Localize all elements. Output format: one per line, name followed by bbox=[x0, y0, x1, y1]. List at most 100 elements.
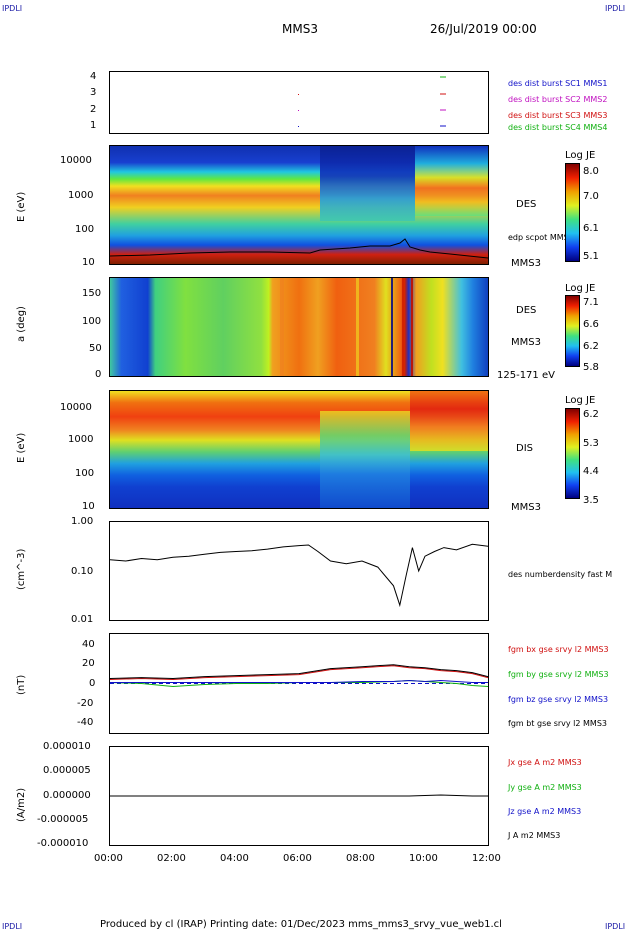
time-tick: 04:00 bbox=[220, 853, 249, 864]
burst-markers bbox=[298, 76, 446, 127]
density-ytick: 0.10 bbox=[71, 566, 94, 577]
time-tick: 00:00 bbox=[94, 853, 123, 864]
des-energy-species: DES bbox=[516, 199, 537, 210]
des-pitch-ytick: 100 bbox=[82, 316, 102, 327]
dis-energy-panel bbox=[109, 390, 489, 509]
des-pitch-species: DES bbox=[516, 305, 537, 316]
dis-energy-ytick: 100 bbox=[75, 468, 95, 479]
des-pitch-sc: MMS3 bbox=[511, 337, 541, 348]
dis-energy-cbar-tick: 6.2 bbox=[583, 409, 599, 420]
des-pitch-cbar-tick: 5.8 bbox=[583, 362, 599, 373]
des-energy-ylabel: E (eV) bbox=[16, 191, 27, 222]
des-energy-overlay-label: edp scpot MMS3 bbox=[508, 233, 574, 242]
current-legend-jz: Jz gse A m2 MMS3 bbox=[508, 807, 582, 816]
des-energy-high-region bbox=[415, 146, 488, 216]
date-title: 26/Jul/2019 00:00 bbox=[430, 22, 537, 36]
current-legend-jy: Jy gse A m2 MMS3 bbox=[508, 783, 582, 792]
time-tick: 02:00 bbox=[157, 853, 186, 864]
des-pitch-colorbar bbox=[565, 295, 580, 367]
des-energy-cbar-tick: 5.1 bbox=[583, 251, 599, 262]
current-legend-jx: Jx gse A m2 MMS3 bbox=[508, 758, 582, 767]
dis-energy-middle-region bbox=[320, 411, 410, 508]
bfield-legend-bx: fgm bx gse srvy l2 MMS3 bbox=[508, 645, 609, 654]
burst-ytick: 3 bbox=[90, 87, 97, 98]
burst-legend-sc3: des dist burst SC3 MMS3 bbox=[508, 111, 608, 120]
scpot-line bbox=[110, 238, 488, 259]
density-ytick: 1.00 bbox=[71, 516, 94, 527]
dis-energy-ylabel: E (eV) bbox=[16, 432, 27, 463]
bfield-series-line-0 bbox=[110, 665, 488, 681]
corner-mark-bottom-right: IPDLI bbox=[605, 922, 626, 931]
des-energy-cbar-tick: 7.0 bbox=[583, 191, 599, 202]
bfield-ytick: -40 bbox=[77, 717, 94, 728]
des-pitch-cbar-title: Log JE bbox=[565, 283, 596, 294]
des-energy-sc: MMS3 bbox=[511, 258, 541, 269]
des-energy-low-region bbox=[320, 146, 415, 221]
bfield-ytick: 0 bbox=[89, 678, 96, 689]
density-series-line bbox=[110, 543, 488, 608]
des-energy-ytick: 1000 bbox=[68, 190, 94, 201]
burst-ytick: 2 bbox=[90, 104, 97, 115]
current-ylabel: (A/m2) bbox=[16, 787, 27, 822]
corner-mark-top-left: IPDLI bbox=[2, 4, 23, 13]
des-energy-colorbar bbox=[565, 163, 580, 262]
des-pitch-spectrogram bbox=[110, 278, 488, 376]
des-pitch-cbar-tick: 6.2 bbox=[583, 341, 599, 352]
bfield-legend-by: fgm by gse srvy l2 MMS3 bbox=[508, 670, 609, 679]
current-panel bbox=[109, 746, 489, 846]
bfield-ytick: 40 bbox=[82, 639, 95, 650]
des-pitch-cbar-tick: 7.1 bbox=[583, 297, 599, 308]
dis-energy-high-region bbox=[410, 391, 488, 451]
bfield-ylabel: (nT) bbox=[16, 674, 27, 695]
current-series-line-0 bbox=[110, 794, 488, 797]
bfield-panel bbox=[109, 633, 489, 734]
dis-energy-species: DIS bbox=[516, 443, 533, 454]
bfield-plot bbox=[110, 664, 488, 688]
bfield-series-line-3 bbox=[110, 664, 488, 680]
current-legend-j: J A m2 MMS3 bbox=[508, 831, 561, 840]
dis-energy-cbar-tick: 3.5 bbox=[583, 495, 599, 506]
des-pitch-ytick: 50 bbox=[89, 343, 102, 354]
current-plot bbox=[110, 794, 488, 797]
corner-mark-top-right: IPDLI bbox=[605, 4, 626, 13]
dis-energy-sc: MMS3 bbox=[511, 502, 541, 513]
dis-energy-cbar-title: Log JE bbox=[565, 395, 596, 406]
des-energy-cbar-tick: 8.0 bbox=[583, 166, 599, 177]
des-pitch-ylabel: a (deg) bbox=[16, 306, 27, 342]
bfield-ytick: -20 bbox=[77, 698, 94, 709]
dis-energy-ytick: 10000 bbox=[60, 402, 92, 413]
time-tick: 10:00 bbox=[409, 853, 438, 864]
density-legend: des numberdensity fast M bbox=[508, 570, 613, 579]
current-ytick: -0.000010 bbox=[37, 838, 89, 849]
des-energy-ytick: 10 bbox=[82, 257, 95, 268]
des-energy-cbar-tick: 6.1 bbox=[583, 223, 599, 234]
current-ytick: 0.000005 bbox=[43, 765, 91, 776]
burst-legend-sc1: des dist burst SC1 MMS1 bbox=[508, 79, 608, 88]
dis-energy-cbar-tick: 4.4 bbox=[583, 466, 599, 477]
des-pitch-energy-range: 125-171 eV bbox=[497, 370, 555, 381]
burst-ytick: 1 bbox=[90, 120, 97, 131]
burst-panel bbox=[109, 71, 489, 134]
des-pitch-panel bbox=[109, 277, 489, 377]
burst-legend-sc4: des dist burst SC4 MMS4 bbox=[508, 123, 608, 132]
density-ylabel: (cm^-3) bbox=[16, 548, 27, 590]
current-ytick: 0.000010 bbox=[43, 741, 91, 752]
des-pitch-cbar-tick: 6.6 bbox=[583, 319, 599, 330]
bfield-series-line-2 bbox=[110, 679, 488, 683]
des-pitch-ytick: 0 bbox=[95, 369, 102, 380]
density-plot bbox=[110, 543, 488, 608]
dis-energy-ytick: 10 bbox=[82, 501, 95, 512]
corner-mark-bottom-left: IPDLI bbox=[2, 922, 23, 931]
time-tick: 12:00 bbox=[472, 853, 501, 864]
burst-ytick: 4 bbox=[90, 71, 97, 82]
dis-energy-cbar-tick: 5.3 bbox=[583, 438, 599, 449]
des-pitch-streaks bbox=[280, 278, 413, 376]
time-tick: 08:00 bbox=[346, 853, 375, 864]
current-ytick: 0.000000 bbox=[43, 790, 91, 801]
density-panel bbox=[109, 521, 489, 621]
des-energy-ytick: 100 bbox=[75, 224, 95, 235]
spacecraft-title: MMS3 bbox=[282, 22, 318, 36]
density-ytick: 0.01 bbox=[71, 614, 94, 625]
current-ytick: -0.000005 bbox=[37, 814, 89, 825]
bfield-legend-bz: fgm bz gse srvy l2 MMS3 bbox=[508, 695, 609, 704]
